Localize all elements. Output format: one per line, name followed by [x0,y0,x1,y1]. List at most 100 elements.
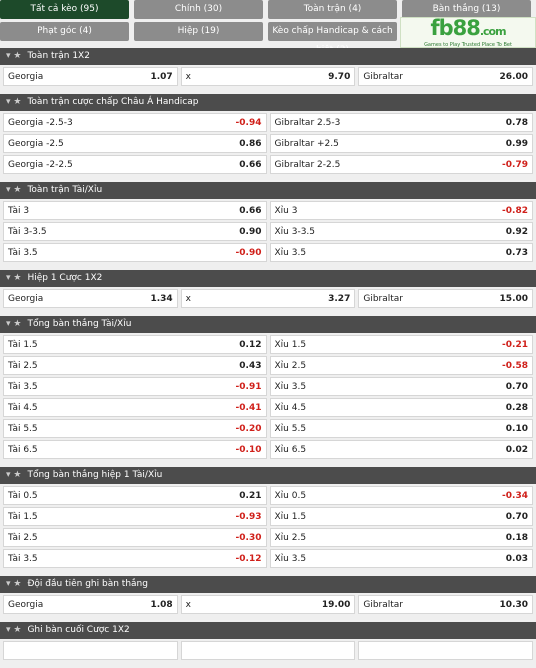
odds-cell[interactable]: Xỉu 0.5 -0.34 [269,486,533,505]
odds-cell[interactable]: Georgia 1.08 [3,595,178,614]
section: ▾ ★ Toàn trận Tài/Xỉu Tài 3 0.66 Xỉu 3 -0.82 T… [0,182,536,262]
odds-cell[interactable]: Tài 4.5 -0.41 [3,398,267,417]
tab[interactable]: Tất cả kèo (95) [0,0,129,19]
section-title: Toàn trận Tài/Xỉu [27,185,103,195]
section-header[interactable]: ▾ ★ Tổng bàn thắng Tài/Xỉu [0,316,536,333]
odds-cell[interactable]: Xỉu 5.5 0.10 [269,419,533,438]
odds-cell[interactable]: Tài 6.5 -0.10 [3,440,267,459]
odds-cell[interactable]: Georgia 1.07 [3,67,178,86]
selection-label: Tài 3 [8,205,30,216]
odds-cell[interactable]: Tài 1.5 -0.93 [3,507,267,526]
odds-value: 0.86 [239,138,262,149]
odds-cell[interactable]: Xỉu 1.5 0.70 [269,507,533,526]
odds-cell[interactable]: Gibraltar 15.00 [358,289,534,308]
odds-value: -0.94 [235,117,262,128]
odds-cell[interactable]: x 3.27 [180,289,356,308]
odds-value: 0.99 [505,138,528,149]
odds-value: 1.34 [150,293,173,304]
odds-cell[interactable]: Georgia -2.5-3 -0.94 [3,113,267,132]
section: ▾ ★ Toàn trận cược chấp Châu Á Handicap Ge… [0,94,536,174]
odds-cell[interactable]: Xỉu 6.5 0.02 [269,440,533,459]
odds-row: Georgia -2-2.5 0.66 Gibraltar 2-2.5 -0.79 [0,155,536,174]
odds-row: Georgia 1.07 x 9.70 Gibraltar 26.00 [0,67,536,86]
collapse-icon: ▾ ★ [6,185,22,195]
odds-cell[interactable]: Tài 3 0.66 [3,201,267,220]
odds-value: 1.08 [150,599,173,610]
market-list: ▾ ★ Toàn trận 1X2 Georgia 1.07 x 9.70 Gibralta… [0,48,536,668]
odds-value: -0.82 [502,205,528,216]
section-header[interactable]: ▾ ★ Toàn trận cược chấp Châu Á Handicap [0,94,536,111]
odds-cell[interactable]: Tài 3-3.5 0.90 [3,222,267,241]
logo-brand: fb88.com [401,18,535,42]
odds-value: -0.41 [235,402,262,413]
section-header[interactable]: ▾ ★ Hiệp 1 Cược 1X2 [0,270,536,287]
section-header[interactable]: ▾ ★ Đội đầu tiên ghi bàn thắng [0,576,536,593]
tab[interactable]: Chính (30) [134,0,263,19]
selection-label: Tài 5.5 [8,423,38,434]
odds-cell[interactable]: Xỉu 3.5 0.73 [269,243,533,262]
odds-cell[interactable]: Georgia -2.5 0.86 [3,134,267,153]
odds-cell[interactable]: Xỉu 3.5 0.70 [269,377,533,396]
selection-label: Georgia -2.5-3 [8,117,73,128]
odds-value: 0.28 [505,402,528,413]
selection-label: Tài 1.5 [8,511,38,522]
odds-row: Georgia 1.34 x 3.27 Gibraltar 15.00 [0,289,536,308]
odds-cell[interactable]: Xỉu 2.5 0.18 [269,528,533,547]
odds-value: 1.07 [150,71,173,82]
odds-cell[interactable]: Gibraltar +2.5 0.99 [269,134,533,153]
odds-value: 0.21 [239,490,262,501]
odds-cell[interactable]: x 9.70 [180,67,356,86]
section-header[interactable]: ▾ ★ Tổng bàn thắng hiệp 1 Tài/Xỉu [0,467,536,484]
collapse-icon: ▾ ★ [6,579,22,589]
odds-cell[interactable]: Xỉu 2.5 -0.58 [269,356,533,375]
odds-cell[interactable]: Xỉu 4.5 0.28 [269,398,533,417]
odds-cell[interactable]: Gibraltar 2-2.5 -0.79 [269,155,533,174]
section-header[interactable]: ▾ ★ Ghi bàn cuối Cược 1X2 [0,622,536,639]
odds-cell[interactable]: Xỉu 3.5 0.03 [269,549,533,568]
logo-tagline: Games to Play Trusted Place To Bet [424,42,512,48]
collapse-icon: ▾ ★ [6,319,22,329]
section-title: Tổng bàn thắng hiệp 1 Tài/Xỉu [27,470,163,480]
section-header[interactable]: ▾ ★ Toàn trận Tài/Xỉu [0,182,536,199]
odds-cell[interactable]: Xỉu 3 -0.82 [269,201,533,220]
odds-cell[interactable]: Gibraltar 10.30 [358,595,534,614]
tab[interactable]: Toàn trận (4) [268,0,397,19]
odds-cell[interactable]: Tài 2.5 -0.30 [3,528,267,547]
section: ▾ ★ Đội đầu tiên ghi bàn thắng Georgia 1.08… [0,576,536,614]
tab[interactable]: Bàn thắng (13) [402,0,531,19]
tab[interactable]: Hiệp (19) [134,22,263,41]
selection-label: Gibraltar [363,599,403,610]
odds-cell[interactable]: Gibraltar 2.5-3 0.78 [269,113,533,132]
odds-cell[interactable]: Tài 3.5 -0.91 [3,377,267,396]
odds-cell[interactable]: Tài 1.5 0.12 [3,335,267,354]
odds-cell[interactable]: Tài 3.5 -0.90 [3,243,267,262]
section-title: Ghi bàn cuối Cược 1X2 [27,625,130,635]
odds-cell[interactable]: Tài 2.5 0.43 [3,356,267,375]
odds-cell[interactable]: Georgia -2-2.5 0.66 [3,155,267,174]
odds-cell[interactable]: Tài 5.5 -0.20 [3,419,267,438]
odds-value: 0.92 [505,226,528,237]
section-header[interactable]: ▾ ★ Toàn trận 1X2 [0,48,536,65]
odds-cell[interactable]: Gibraltar 26.00 [358,67,534,86]
selection-label: Tài 0.5 [8,490,38,501]
tab[interactable]: Kèo chấp Handicap & cách biệt (3) [268,22,397,55]
odds-value: 0.70 [505,381,528,392]
odds-value: -0.10 [235,444,262,455]
section: ▾ ★ Hiệp 1 Cược 1X2 Georgia 1.34 x 3.27 Gibral… [0,270,536,308]
odds-cell[interactable]: Georgia 1.34 [3,289,178,308]
odds-cell[interactable]: Tài 0.5 0.21 [3,486,267,505]
odds-row: Georgia 1.08 x 19.00 Gibraltar 10.30 [0,595,536,614]
selection-label: Georgia [8,293,44,304]
selection-label: Tài 3-3.5 [8,226,47,237]
tab[interactable]: Phạt góc (4) [0,22,129,41]
odds-value: -0.58 [502,360,528,371]
odds-cell[interactable]: Tài 3.5 -0.12 [3,549,267,568]
odds-value: 0.66 [239,159,262,170]
odds-cell[interactable]: Xỉu 3-3.5 0.92 [269,222,533,241]
odds-cell[interactable]: x 19.00 [180,595,356,614]
selection-label: Xỉu 6.5 [274,444,307,455]
selection-label: Xỉu 4.5 [274,402,307,413]
odds-cell[interactable]: Xỉu 1.5 -0.21 [269,335,533,354]
selection-label: Georgia [8,599,44,610]
